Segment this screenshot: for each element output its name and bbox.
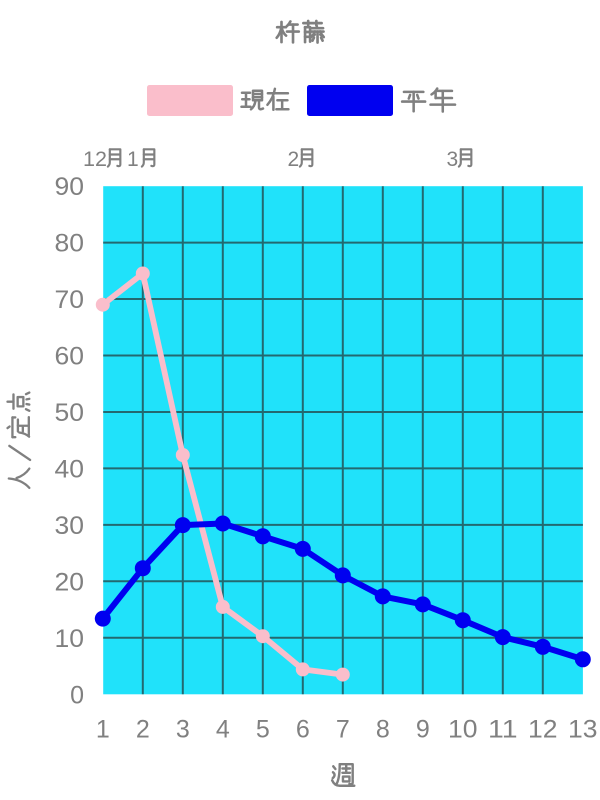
svg-text:9: 9 (416, 716, 430, 744)
svg-text:50: 50 (55, 399, 85, 427)
svg-text:2: 2 (288, 148, 300, 171)
svg-text:4: 4 (216, 716, 230, 744)
svg-text:20: 20 (55, 568, 85, 596)
svg-text:60: 60 (55, 343, 85, 371)
svg-text:10: 10 (55, 625, 85, 653)
svg-text:40: 40 (55, 455, 85, 483)
svg-text:5: 5 (256, 716, 270, 744)
svg-text:90: 90 (55, 173, 85, 201)
svg-text:10: 10 (448, 716, 478, 744)
svg-text:12: 12 (83, 148, 107, 171)
svg-text:30: 30 (55, 512, 85, 540)
svg-text:80: 80 (55, 230, 85, 258)
svg-text:12: 12 (528, 716, 558, 744)
svg-text:2: 2 (136, 716, 150, 744)
svg-text:70: 70 (55, 286, 85, 314)
svg-text:7: 7 (336, 716, 350, 744)
svg-text:11: 11 (488, 716, 518, 744)
svg-text:0: 0 (70, 681, 84, 709)
svg-text:1: 1 (96, 716, 110, 744)
svg-text:13: 13 (568, 716, 598, 744)
svg-text:1: 1 (127, 148, 139, 171)
svg-text:8: 8 (376, 716, 390, 744)
svg-text:3: 3 (176, 716, 190, 744)
svg-text:3: 3 (447, 148, 459, 171)
svg-text:6: 6 (296, 716, 310, 744)
